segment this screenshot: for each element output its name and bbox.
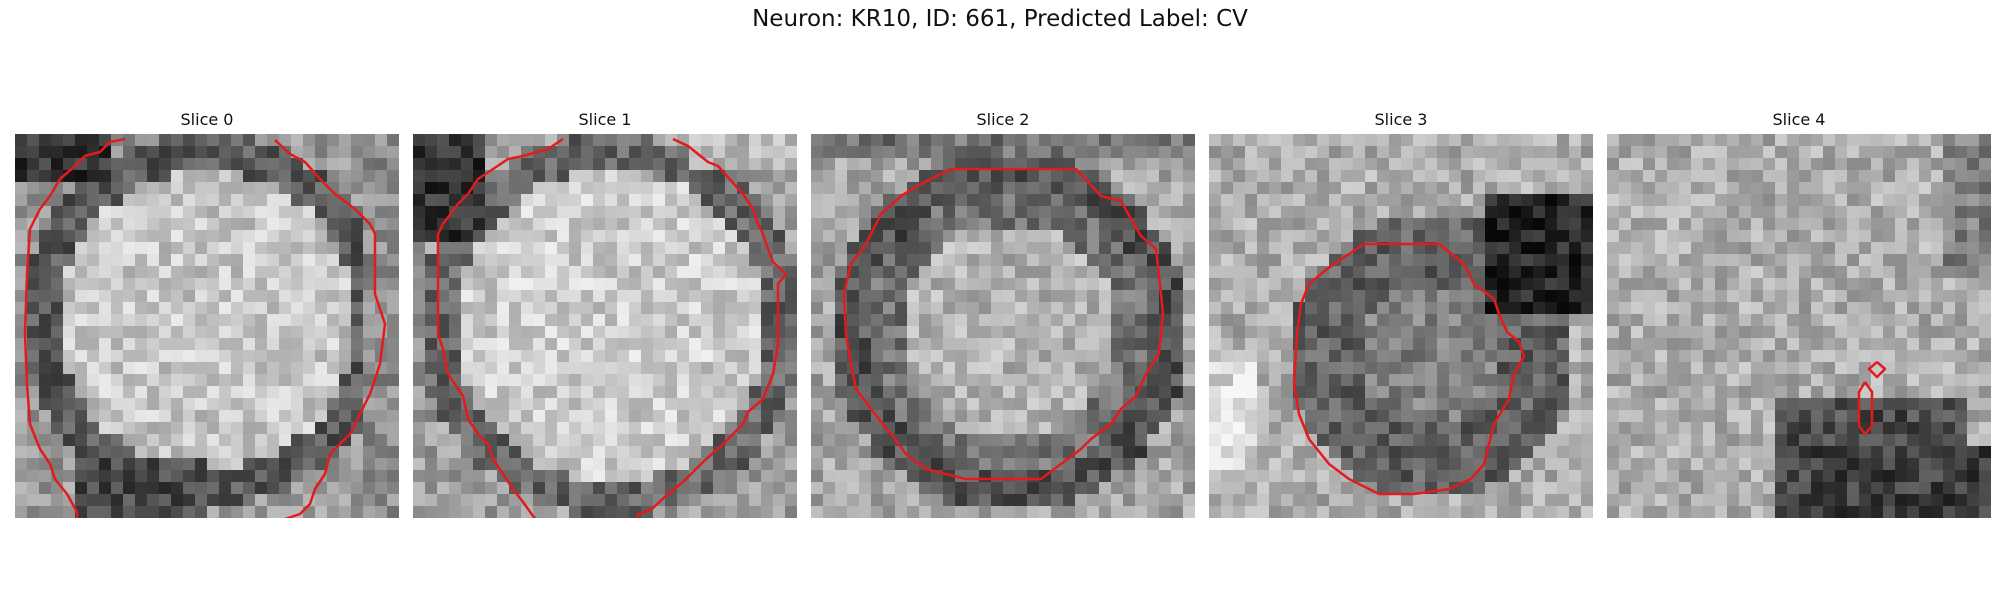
slice-image [1209, 134, 1593, 518]
segmentation-contour [1292, 242, 1526, 496]
slice-title: Slice 3 [1374, 110, 1428, 129]
pixel-grid [811, 134, 1195, 518]
slice-image [15, 134, 399, 518]
slice-panel-3: Slice 3 [1209, 108, 1593, 518]
pixel-grid [15, 134, 399, 518]
segmentation-contour [635, 137, 788, 518]
segmentation-contour [1857, 381, 1874, 436]
slice-image [413, 134, 797, 518]
figure-title: Neuron: KR10, ID: 661, Predicted Label: … [752, 6, 1248, 32]
pixel-grid [1209, 134, 1593, 518]
slice-panel-0: Slice 0 [15, 108, 399, 518]
segmentation-contour [23, 137, 126, 518]
slice-title: Slice 2 [976, 110, 1030, 129]
slice-panel-1: Slice 1 [413, 108, 797, 518]
segmentation-contour [1867, 361, 1887, 379]
slice-image [1607, 134, 1991, 518]
slice-image [811, 134, 1195, 518]
segmentation-contour [842, 167, 1165, 481]
slice-title: Slice 0 [180, 110, 234, 129]
segmentation-contour [274, 139, 387, 518]
pixel-grid [1607, 134, 1991, 518]
slice-panel-2: Slice 2 [811, 108, 1195, 518]
slice-title: Slice 4 [1772, 110, 1826, 129]
segmentation-contour [436, 137, 564, 518]
slice-panel-4: Slice 4 [1607, 108, 1991, 518]
pixel-grid [413, 134, 797, 518]
slice-title: Slice 1 [578, 110, 632, 129]
